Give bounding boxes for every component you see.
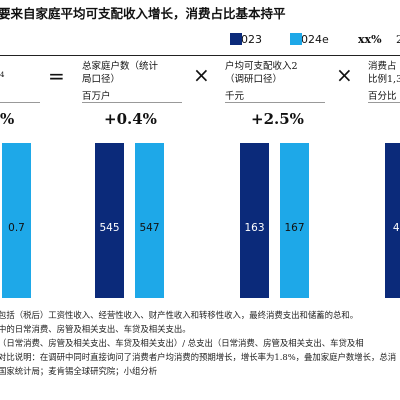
panel-0-growth: % — [0, 110, 15, 128]
panel-2-growth: +2.5% — [251, 110, 304, 128]
bar-g3-s0 — [385, 143, 400, 298]
panel-3-header: 消费占 比例1,3 — [368, 61, 400, 85]
panel-0-underline — [0, 102, 40, 103]
legend-label-growth: xx% — [358, 33, 382, 46]
panel-3-underline — [368, 102, 400, 103]
bar-label-g2-s1: 167 — [284, 222, 304, 234]
panel-2-underline — [225, 102, 325, 103]
legend-label-2024e: 2024e — [294, 33, 329, 46]
panel-1-header: 总家庭户数（统计 局口径） — [82, 61, 159, 85]
panel-3-unit: 百分比 — [368, 91, 397, 102]
title-separator — [0, 55, 400, 56]
bar-g0-s1 — [2, 143, 31, 298]
multiply-operator-1: × — [193, 63, 210, 87]
footnote-1: 包括（税后）工资性收入、经营性收入、财产性收入和转移性收入，最终消费支出和储蓄的… — [0, 310, 359, 320]
equals-operator: = — [48, 64, 65, 88]
bar-label-g1-s1: 547 — [139, 222, 159, 234]
bar-label-g0-s1: 0.7 — [8, 222, 25, 234]
multiply-operator-2: × — [336, 63, 353, 87]
bar-g1-s1 — [135, 143, 164, 298]
panel-0-header: 4 — [0, 71, 5, 79]
panel-1-unit: 百万户 — [82, 91, 111, 102]
panel-2-unit: 千元 — [225, 91, 245, 102]
panel-1-growth: +0.4% — [104, 110, 157, 128]
legend-label-extra: 20 — [396, 33, 400, 46]
legend-swatch-2023 — [230, 33, 242, 45]
bar-g2-s1 — [280, 143, 309, 298]
bar-g1-s0 — [95, 143, 124, 298]
footnote-4: 对比说明：在调研中同时直接询问了消费者户均消费的预期增长，增长率为1.8%，叠加… — [0, 352, 397, 362]
bar-g2-s0 — [240, 143, 269, 298]
bar-label-g2-s0: 163 — [244, 222, 264, 234]
footnotes: 包括（税后）工资性收入、经营性收入、财产性收入和转移性收入，最终消费支出和储蓄的… — [0, 308, 396, 378]
footnote-3: （日常消费、房管及相关支出、车贷及相关支出）/ 总支出（日常消费、房管及相关支出… — [0, 338, 364, 348]
panel-2-header: 户均可支配收入2 （调研口径） — [225, 61, 298, 85]
bar-label-g3-s0: 44 — [393, 222, 400, 234]
bar-label-g1-s0: 545 — [99, 222, 119, 234]
panel-1-underline — [82, 102, 182, 103]
legend-swatch-2024e — [290, 33, 302, 45]
footnote-2: 中的日常消费、房管及相关支出、车贷及相关支出。 — [0, 324, 191, 334]
chart-title: 要来自家庭平均可支配收入增长，消费占比基本持平 — [0, 6, 286, 21]
footnote-source: 国家统计局；麦肯锡全球研究院；小组分析 — [0, 366, 158, 376]
